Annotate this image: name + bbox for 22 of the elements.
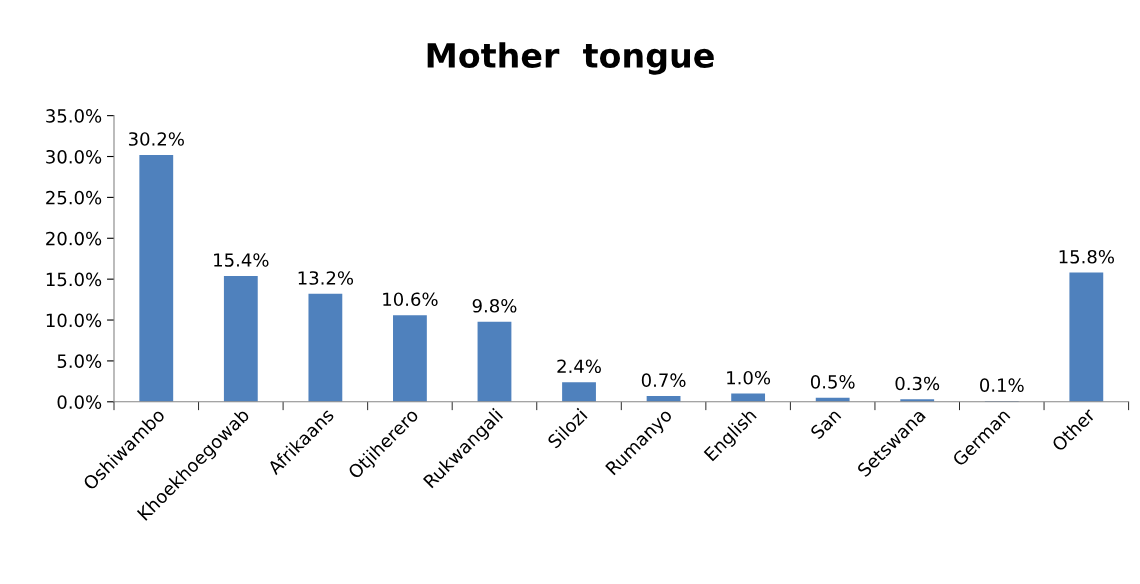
y-tick-label: 0.0% (57, 395, 102, 409)
data-label: 13.2% (298, 271, 354, 285)
data-label: 0.1% (980, 378, 1024, 392)
data-label: 2.4% (557, 359, 601, 374)
data-label: 1.0% (727, 370, 771, 385)
data-label: 9.8% (472, 298, 517, 313)
data-label: 15.8% (1059, 249, 1115, 264)
data-label: 30.2% (128, 132, 184, 146)
y-tick-label: 20.0% (46, 231, 102, 246)
y-tick-label: 10.0% (46, 313, 102, 328)
chart-title: Mother tongue (427, 42, 714, 75)
y-tick-label: 5.0% (57, 354, 102, 369)
data-label: 0.3% (895, 376, 940, 391)
y-tick-label: 15.0% (46, 272, 102, 287)
data-label: 10.6% (383, 292, 438, 307)
data-label: 0.7% (641, 373, 686, 388)
data-label: 0.5% (810, 374, 855, 389)
x-tick-label: San (809, 407, 842, 440)
y-tick-label: 25.0% (46, 190, 102, 205)
data-label: 15.4% (214, 253, 269, 267)
y-tick-label: 35.0% (46, 109, 102, 123)
y-tick-label: 30.0% (46, 149, 102, 164)
